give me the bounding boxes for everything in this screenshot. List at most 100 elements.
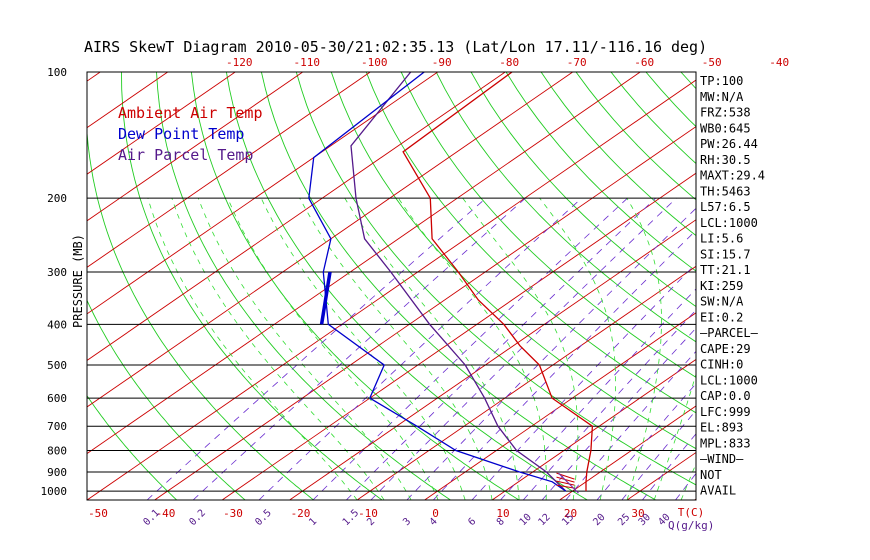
mixing-ratio-tick-label: 25 (616, 512, 632, 528)
stability-index: SI:15.7 (700, 247, 751, 261)
plot-frame (86, 71, 697, 501)
mixing-ratio-grid (146, 197, 696, 500)
dry-adiabat-line (260, 72, 657, 500)
pressure-tick-label: 800 (47, 445, 67, 458)
wind-barb-icon (556, 472, 579, 494)
mixing-ratio-line (312, 197, 628, 500)
legend: Ambient Air Temp Dew Point Temp Air Parcel… (118, 104, 263, 164)
stability-index: CAPE:29 (700, 342, 751, 356)
stability-index: TT:21.1 (700, 263, 751, 277)
pressure-tick-label: 200 (47, 192, 67, 205)
isotherm-line (87, 72, 101, 82)
dry-adiabat-line (87, 395, 178, 500)
isotherm-line (87, 72, 236, 175)
wind-barb-line (558, 472, 579, 494)
pressure-tick-label: 100 (47, 66, 67, 79)
stability-index: LFC:999 (700, 405, 751, 419)
mixing-ratio-tick-label: 12 (536, 512, 552, 528)
bottom-temp-tick-label: 0 (432, 507, 439, 520)
moist-adiabat-line (299, 198, 493, 500)
stability-index: TH:5463 (700, 184, 751, 198)
stability-index: LI:5.6 (700, 232, 743, 246)
isotherm-line (87, 72, 303, 222)
isotherm-line (356, 265, 696, 500)
mixing-ratio-tick-label: 0.5 (253, 508, 274, 529)
y-axis-label: PRESSURE (MB) (71, 234, 85, 328)
pressure-tick-label: 600 (47, 392, 67, 405)
pressure-tick-label: 300 (47, 266, 67, 279)
stability-index: TP:100 (700, 74, 743, 88)
mixing-ratio-tick-label: 20 (591, 512, 607, 528)
bottom-temp-tick-label: 30 (631, 507, 644, 520)
stability-index: NOT (700, 468, 722, 482)
bottom-temp-tick-label: -40 (156, 507, 176, 520)
isotherm-line (762, 72, 870, 500)
dry-adiabat-line (87, 299, 246, 500)
moist-adiabat-line (171, 198, 385, 500)
mixing-ratio-line (146, 197, 487, 500)
stability-index: RH:30.5 (700, 153, 751, 167)
mixing-ratio-line (433, 229, 696, 500)
moist-adiabat-line (344, 197, 520, 500)
dry-adiabat-line (786, 72, 870, 500)
mixing-ratio-tick-label: 3 (401, 516, 413, 528)
stability-index: LCL:1000 (700, 216, 758, 230)
mixing-ratio-line (192, 197, 526, 500)
top-temp-tick-label: -50 (702, 56, 722, 69)
moist-adiabat-line (398, 197, 547, 500)
top-temp-tick-label: -80 (499, 56, 519, 69)
stability-index: FRZ:538 (700, 106, 751, 120)
dry-adiabat-line (190, 72, 520, 500)
isotherm-line (87, 72, 506, 361)
dry-adiabat-line (87, 125, 314, 500)
isotherm-line (87, 72, 371, 268)
stability-index: CAP:0.0 (700, 389, 751, 403)
dry-adiabat-line (365, 72, 696, 414)
moist-adiabat-line (260, 198, 466, 500)
isotherm-line (491, 358, 696, 500)
mixing-ratio-line (406, 207, 696, 500)
series-line (308, 72, 567, 492)
mixing-ratio-line (500, 288, 696, 500)
legend-entry: Ambient Air Temp (118, 104, 263, 122)
dry-adiabat-line (821, 72, 870, 500)
mixing-ratio-line (346, 197, 656, 500)
bottom-temp-unit: T(C) (678, 506, 705, 519)
stability-index: AVAIL (700, 484, 736, 498)
bottom-temp-tick-label: -20 (291, 507, 311, 520)
series-line (402, 72, 594, 492)
isotherm-line (221, 172, 696, 500)
pressure-tick-label: 500 (47, 359, 67, 372)
bottom-temp-tick-label: 10 (496, 507, 509, 520)
dry-adiabat-line (470, 72, 696, 308)
stability-index: KI:259 (700, 279, 743, 293)
dry-adiabat-line (505, 72, 696, 272)
pressure-tick-label: 700 (47, 420, 67, 433)
dry-adiabat-line (751, 72, 870, 500)
mixing-ratio-line (258, 197, 582, 500)
mixing-ratio-line (370, 197, 677, 500)
bottom-temp-tick-label: -50 (88, 507, 108, 520)
bottom-temp-tick-label: -10 (358, 507, 378, 520)
mixing-ratio-tick-label: 10 (518, 512, 534, 528)
legend-entry: Dew Point Temp (118, 125, 244, 143)
stability-index: MW:N/A (700, 90, 744, 104)
stability-index: EL:893 (700, 421, 743, 435)
bottom-temperature-tick-labels: -50 -40 -30 -20 -10 0 10 20 30 T(C) (88, 506, 704, 520)
stability-index: MAXT:29.4 (700, 169, 765, 183)
mixing-ratio-line (541, 327, 696, 500)
isotherm-line (289, 219, 696, 500)
stability-index: EI:0.2 (700, 310, 743, 324)
moist-adiabat-line (197, 198, 412, 500)
moist-adiabat-line (462, 197, 579, 500)
stability-index: PW:26.44 (700, 137, 758, 151)
top-temp-tick-label: -60 (634, 56, 654, 69)
stability-index: L57:6.5 (700, 200, 751, 214)
bottom-temp-tick-label: 20 (564, 507, 577, 520)
isotherm-line (830, 72, 870, 500)
mixing-ratio-line (596, 382, 696, 500)
sounding-series (308, 72, 594, 492)
mixing-ratio-tick-label: 6 (466, 516, 478, 528)
